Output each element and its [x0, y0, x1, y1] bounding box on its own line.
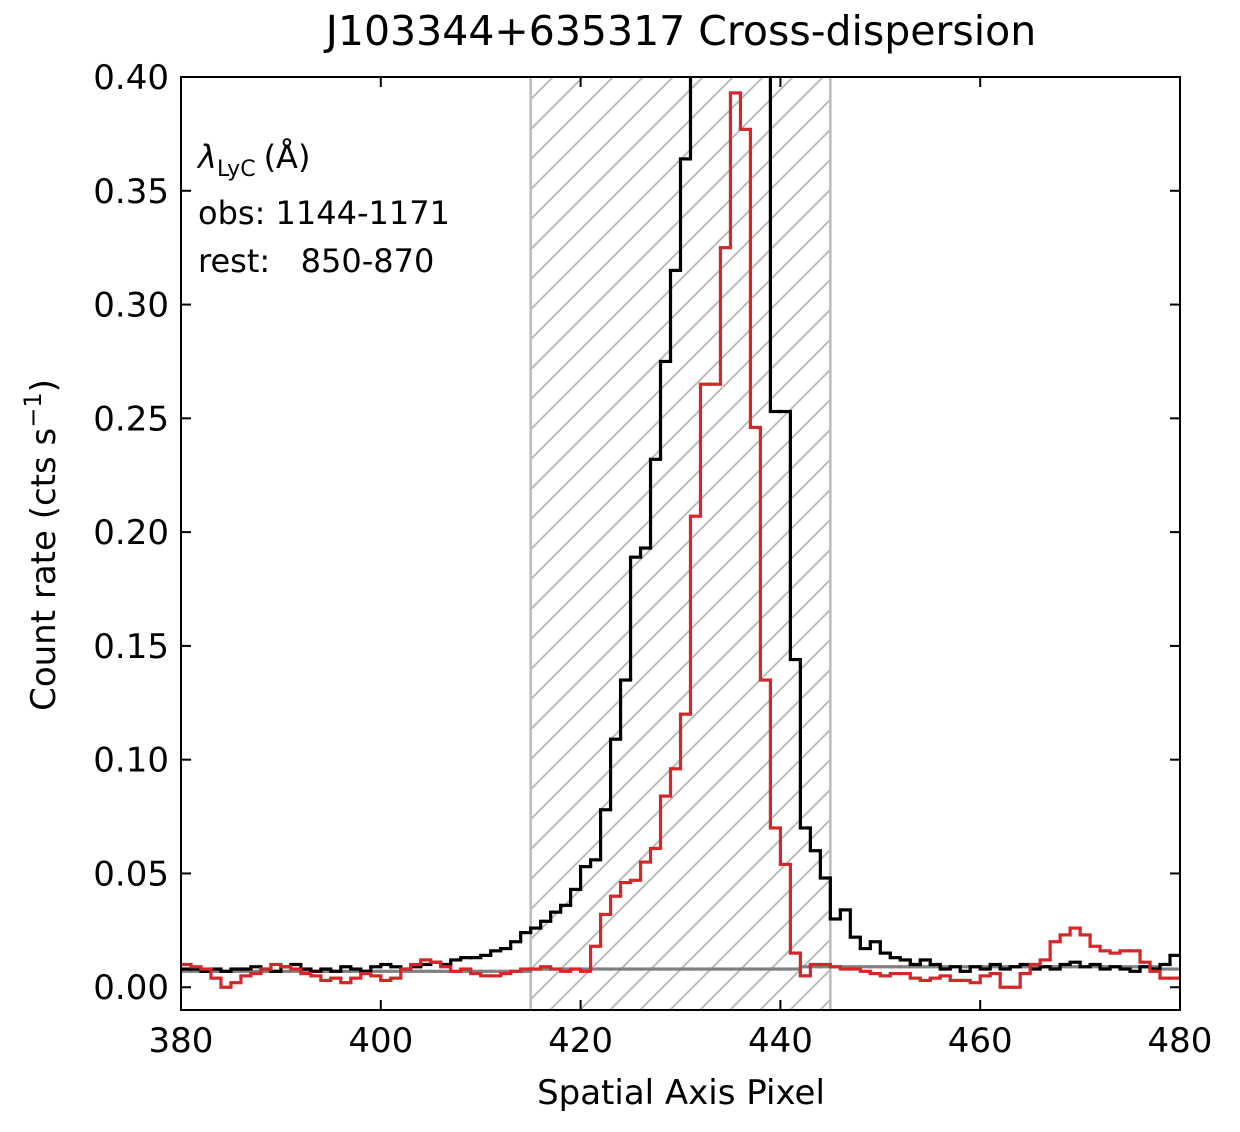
y-tick-label: 0.20	[93, 513, 169, 553]
x-tick-label: 380	[149, 1021, 214, 1061]
axes: 380 400 420 440 460 480 0.00 0.05 0.10 0.15 0.20 0.…	[93, 58, 1212, 1061]
y-tick-label: 0.35	[93, 172, 169, 212]
y-tick-label: 0.25	[93, 399, 169, 439]
y-tick-label: 0.15	[93, 627, 169, 667]
annotation-line: obs: 1144-1171	[198, 194, 450, 232]
annotation-subscript: LyC	[217, 157, 256, 182]
annotation-symbol: λ	[196, 138, 217, 176]
x-tick-label: 400	[348, 1021, 413, 1061]
annotation-unit: (Å)	[264, 138, 311, 176]
x-tick-label: 480	[1148, 1021, 1213, 1061]
x-tick-label: 420	[548, 1021, 613, 1061]
annotation-line: rest: 850-870	[198, 242, 434, 280]
y-tick-label: 0.10	[93, 741, 169, 781]
x-axis-label: Spatial Axis Pixel	[537, 1073, 825, 1113]
chart-title: J103344+635317 Cross-dispersion	[323, 7, 1036, 55]
plot-frame	[180, 76, 1181, 1011]
y-axis-label: Count rate (cts s−1)	[19, 379, 64, 711]
y-tick-label: 0.05	[93, 854, 169, 894]
x-tick-label: 440	[748, 1021, 813, 1061]
y-tick-label: 0.00	[93, 968, 169, 1008]
y-label-end: )	[24, 379, 64, 392]
y-tick-label: 0.30	[93, 286, 169, 326]
y-label-sup: −1	[19, 392, 47, 427]
x-tick-label: 460	[948, 1021, 1013, 1061]
plot-area	[181, 77, 1180, 989]
annotation-title: λLyC (Å)	[196, 138, 310, 182]
y-tick-label: 0.40	[93, 58, 169, 98]
y-label-text: Count rate (cts s	[24, 428, 64, 711]
